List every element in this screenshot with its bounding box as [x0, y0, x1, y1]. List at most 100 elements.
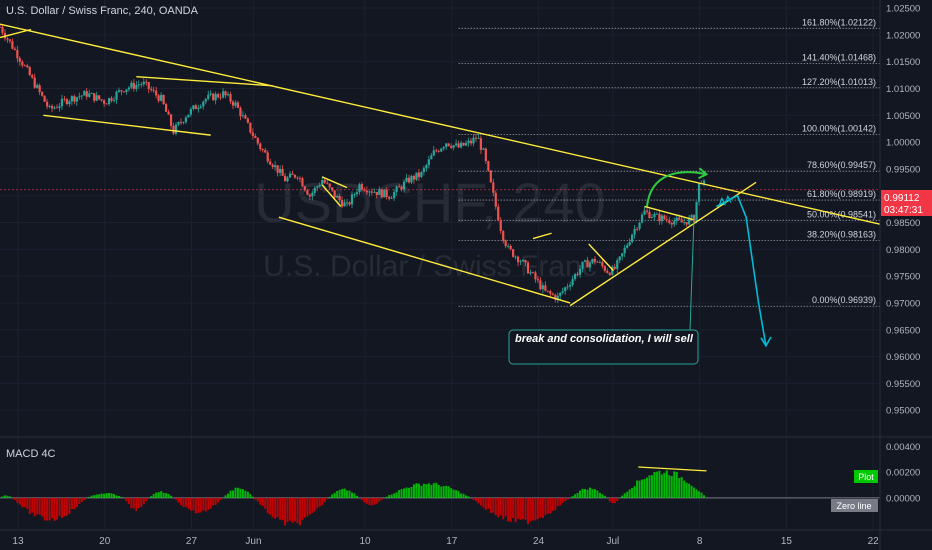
- bar-countdown: 03:47:31: [884, 205, 923, 216]
- candle-body: [152, 90, 155, 91]
- candle-body: [150, 88, 153, 91]
- macd-bar: [261, 497, 264, 506]
- x-tick-label: 15: [781, 536, 793, 547]
- macd-bar: [685, 482, 688, 498]
- candle-body: [21, 61, 24, 66]
- candle-body: [155, 90, 158, 96]
- candle-body: [214, 94, 217, 101]
- callout-text: break and consolidation, I will sell: [515, 333, 693, 345]
- candle-body: [6, 38, 9, 40]
- macd-bar: [410, 486, 413, 498]
- x-tick-label: 8: [697, 536, 703, 547]
- candle-body: [326, 182, 329, 184]
- macd-bar: [400, 489, 403, 498]
- candle-body: [38, 85, 41, 92]
- candle-body: [0, 26, 2, 28]
- candle-body: [288, 173, 292, 178]
- candle-body: [353, 194, 356, 196]
- candle-body: [281, 168, 284, 176]
- candle-body: [321, 179, 324, 185]
- candle-body: [95, 95, 98, 101]
- candle-body: [529, 272, 532, 274]
- candle-body: [435, 150, 438, 152]
- candle-body: [221, 91, 225, 98]
- macd-bar: [162, 492, 165, 498]
- candle-body: [93, 93, 96, 101]
- trendline: [0, 28, 32, 39]
- macd-bar: [194, 497, 197, 514]
- candle-body: [487, 161, 490, 171]
- candle-body: [368, 191, 371, 193]
- macd-bar: [638, 480, 641, 498]
- candle-body: [269, 161, 272, 165]
- macd-bar: [472, 497, 475, 500]
- fib-level-label: 78.60%(0.99457): [807, 160, 876, 170]
- y-tick-label: 0.96000: [886, 352, 920, 363]
- candle-body: [640, 214, 644, 223]
- macd-bar: [33, 497, 36, 517]
- y-tick-label: 0.97500: [886, 272, 920, 283]
- candle-body: [204, 98, 207, 102]
- macd-bar: [132, 497, 135, 509]
- macd-bar: [365, 497, 368, 504]
- candle-body: [539, 280, 542, 290]
- macd-bar: [26, 497, 29, 509]
- candle-body: [541, 285, 544, 290]
- candle-body: [452, 145, 455, 148]
- candle-body: [598, 262, 601, 263]
- candle-body: [688, 217, 691, 225]
- candle-body: [65, 99, 69, 104]
- macd-bar: [333, 492, 336, 498]
- macd-bar: [56, 497, 59, 520]
- candle-body: [88, 93, 91, 97]
- candle-body: [621, 253, 624, 257]
- macd-bar: [351, 492, 353, 498]
- candle-body: [83, 91, 86, 96]
- y-tick-label: 1.02000: [886, 30, 920, 41]
- macd-y-tick-label: 0.00000: [886, 493, 920, 504]
- candle-body: [122, 91, 126, 93]
- candle-body: [561, 291, 564, 293]
- cyan-projection-path: [716, 194, 767, 346]
- macd-bar: [683, 480, 686, 498]
- macd-bar: [16, 497, 19, 503]
- macd-bar: [465, 495, 468, 498]
- fib-level-label: 100.00%(1.00142): [802, 123, 876, 133]
- green-arc-arrow: [645, 171, 707, 207]
- candle-body: [207, 94, 210, 99]
- candle-body: [16, 49, 19, 59]
- candle-body: [31, 75, 34, 78]
- macd-bar: [412, 484, 415, 498]
- candle-body: [482, 148, 485, 150]
- macd-bar: [494, 497, 497, 516]
- candle-body: [593, 258, 597, 262]
- candle-body: [393, 191, 396, 199]
- candle-body: [494, 192, 497, 207]
- macd-bar: [115, 495, 118, 498]
- macd-bar: [437, 484, 440, 498]
- candle-body: [184, 117, 188, 123]
- macd-bar: [633, 486, 636, 498]
- candle-body: [519, 261, 522, 263]
- annotation-callout[interactable]: break and consolidation, I will sell: [508, 214, 699, 365]
- macd-bar: [36, 497, 39, 515]
- macd-bar: [179, 497, 182, 506]
- candle-body: [626, 245, 629, 248]
- candle-body: [467, 140, 470, 144]
- macd-bar: [479, 497, 482, 506]
- macd-bar: [561, 497, 564, 504]
- macd-bar: [73, 497, 76, 510]
- candle-body: [1, 26, 4, 33]
- macd-bar: [155, 492, 158, 498]
- candle-body: [430, 155, 433, 160]
- macd-bar: [51, 497, 54, 519]
- zero-tag-label: Zero line: [836, 501, 871, 511]
- candle-body: [440, 148, 443, 152]
- candle-body: [239, 107, 242, 117]
- candle-body: [360, 184, 364, 190]
- candle-body: [683, 222, 686, 223]
- macd-bar: [531, 497, 534, 521]
- callout-pointer: [689, 214, 695, 332]
- macd-bar: [430, 484, 433, 498]
